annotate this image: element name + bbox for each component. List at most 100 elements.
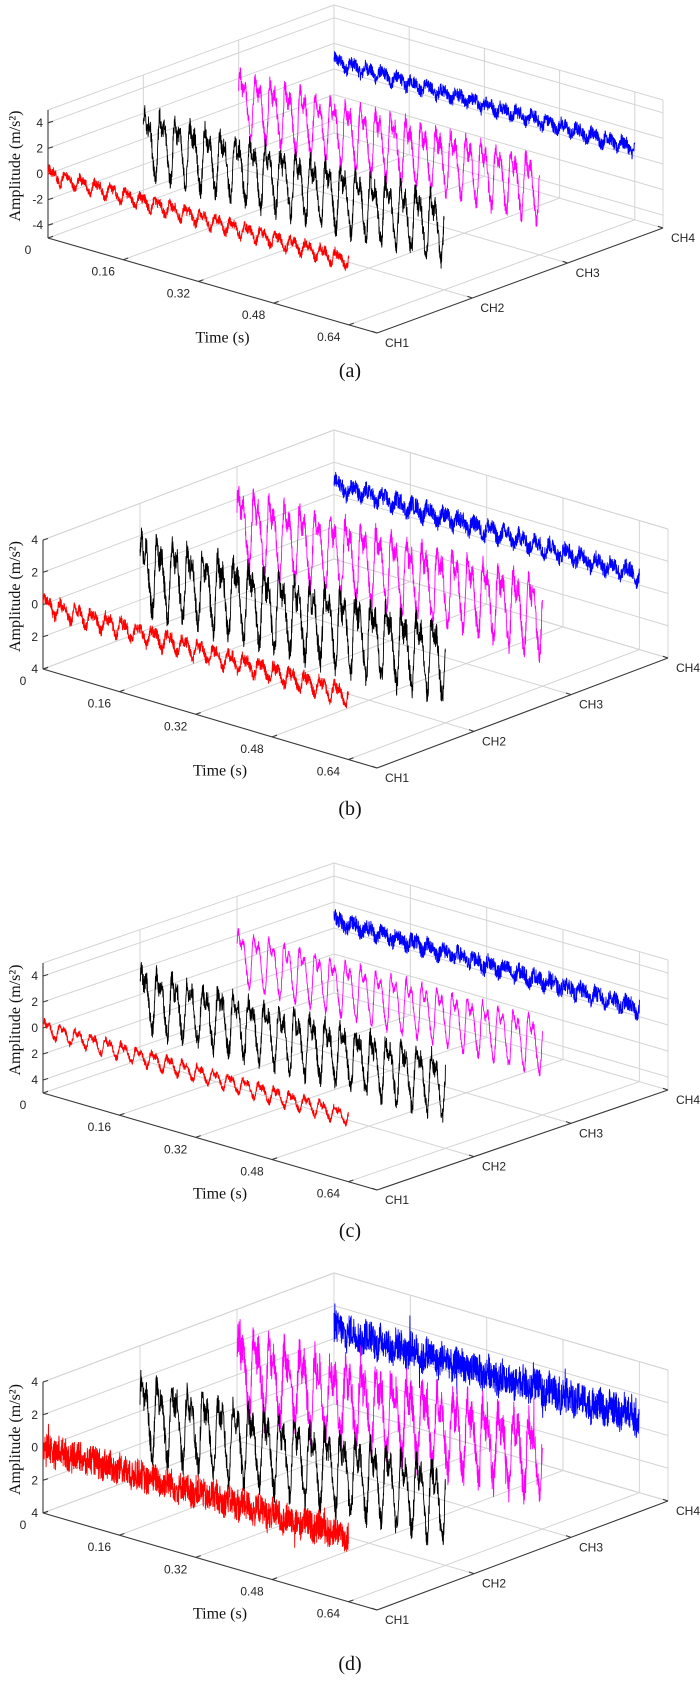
floor-gridline-time bbox=[195, 603, 487, 715]
channel-tick-label: CH1 bbox=[385, 771, 409, 785]
channel-tick-mark bbox=[662, 1087, 669, 1091]
amplitude-tick-mark bbox=[42, 537, 49, 541]
sidewall-gridline-amplitude bbox=[42, 979, 335, 1081]
amplitude-tick-label: 4 bbox=[36, 116, 43, 130]
channel-axis bbox=[376, 657, 669, 769]
time-tick-label: 0.16 bbox=[88, 1540, 112, 1554]
time-tick-mark bbox=[123, 257, 129, 261]
backwall-gridline-amplitude bbox=[333, 875, 669, 974]
channel-tick-label: CH1 bbox=[385, 336, 409, 350]
channel-tick-mark bbox=[562, 260, 568, 264]
time-tick-label: 0.64 bbox=[317, 1187, 341, 1201]
amplitude-tick-mark bbox=[47, 223, 54, 226]
amplitude-tick-label: -2 bbox=[32, 193, 43, 207]
trace-ch4 bbox=[333, 909, 640, 1021]
amplitude-tick-mark bbox=[42, 1379, 49, 1383]
amplitude-axis-title: Amplitude (m/s²) bbox=[7, 1384, 24, 1495]
channel-tick-mark bbox=[662, 1498, 669, 1502]
floor-gridline-time bbox=[123, 154, 410, 261]
time-tick-label: 0 bbox=[20, 674, 27, 688]
amplitude-tick-label: 0 bbox=[31, 598, 38, 612]
time-tick-label: 0.48 bbox=[240, 742, 264, 756]
time-tick-mark bbox=[42, 1510, 49, 1514]
sidewall-gridline-amplitude bbox=[42, 526, 335, 638]
amplitude-tick-mark bbox=[42, 1412, 49, 1416]
time-axis-title: Time (s) bbox=[193, 1606, 247, 1623]
top-edge-right bbox=[333, 1272, 669, 1371]
channel-axis bbox=[376, 1500, 669, 1611]
panel-a: -4 -2 0 2 4 0 0.16 0.32 0.48 0.64 CH1 CH2 CH3 CH4 Time… bbox=[7, 4, 695, 382]
amplitude-tick-label: 2 bbox=[31, 995, 38, 1009]
sidewall-gridline-amplitude bbox=[47, 42, 335, 149]
channel-tick-label: CH3 bbox=[579, 1126, 603, 1140]
trace-ch1 bbox=[42, 1017, 349, 1127]
amplitude-tick-label: 2 bbox=[36, 141, 43, 155]
backwall-gridline-amplitude bbox=[333, 494, 669, 594]
channel-tick-mark bbox=[467, 295, 473, 299]
sidewall-gridline-amplitude bbox=[42, 927, 335, 1029]
channel-tick-label: CH4 bbox=[676, 661, 700, 675]
time-tick-label: 0.64 bbox=[317, 330, 341, 344]
amplitude-tick-label: 0 bbox=[31, 1021, 38, 1035]
floor-gridline-time bbox=[271, 626, 564, 738]
floor-gridline-time bbox=[119, 1425, 411, 1536]
time-tick-label: 0.48 bbox=[242, 308, 266, 322]
amplitude-tick-label: 4 bbox=[31, 969, 38, 983]
trace-ch4 bbox=[333, 471, 640, 589]
amplitude-axis-title: Amplitude (m/s²) bbox=[7, 110, 24, 221]
trace-ch2 bbox=[139, 527, 446, 702]
floor-gridline-time bbox=[198, 175, 485, 282]
time-tick-mark bbox=[271, 1577, 278, 1581]
floor-gridline-channel bbox=[333, 992, 669, 1091]
time-tick-label: 0.48 bbox=[240, 1585, 264, 1599]
channel-tick-mark bbox=[468, 729, 475, 732]
sidewall-gridline-amplitude bbox=[42, 1338, 335, 1448]
channel-tick-mark bbox=[565, 692, 572, 696]
sidewall-gridline-amplitude bbox=[42, 1305, 335, 1416]
time-tick-label: 0.32 bbox=[167, 286, 191, 300]
channel-tick-label: CH2 bbox=[482, 734, 506, 748]
amplitude-tick-label: 4 bbox=[31, 533, 38, 547]
sidewall-gridline-amplitude bbox=[47, 119, 335, 226]
floor-gridline-time bbox=[273, 197, 560, 304]
panel-caption: (a) bbox=[339, 360, 361, 382]
amplitude-tick-mark bbox=[47, 120, 54, 124]
amplitude-tick-mark bbox=[47, 146, 54, 149]
amplitude-tick-label: -4 bbox=[32, 218, 43, 232]
channel-tick-mark bbox=[565, 1121, 572, 1124]
time-tick-label: 0.16 bbox=[88, 697, 112, 711]
trace-ch2 bbox=[142, 105, 445, 269]
floor-gridline-time bbox=[348, 649, 640, 760]
floor-gridline-time bbox=[271, 1470, 564, 1580]
channel-tick-label: CH1 bbox=[385, 1613, 409, 1627]
amplitude-tick-mark bbox=[42, 973, 49, 977]
time-tick-label: 0 bbox=[25, 243, 32, 257]
sidewall-gridline-amplitude bbox=[47, 68, 335, 175]
sidewall-gridline-amplitude bbox=[42, 953, 335, 1055]
amplitude-tick-label: 2 bbox=[31, 1047, 38, 1061]
time-tick-label: 0.64 bbox=[317, 1607, 341, 1621]
time-tick-label: 0.16 bbox=[92, 265, 116, 279]
channel-tick-label: CH4 bbox=[676, 1093, 700, 1107]
top-edge-left bbox=[47, 4, 335, 111]
sidewall-gridline-amplitude bbox=[42, 875, 335, 977]
channel-tick-label: CH4 bbox=[676, 1504, 700, 1518]
time-axis-title: Time (s) bbox=[193, 1186, 247, 1203]
time-axis bbox=[42, 1512, 378, 1611]
time-tick-label: 0.16 bbox=[88, 1120, 112, 1134]
amplitude-axis-title: Amplitude (m/s²) bbox=[7, 541, 24, 652]
time-tick-mark bbox=[42, 1090, 49, 1094]
amplitude-tick-mark bbox=[42, 570, 49, 573]
backwall-gridline-amplitude bbox=[333, 979, 669, 1078]
sidewall-gridline-amplitude bbox=[42, 558, 335, 670]
trace-ch1 bbox=[47, 164, 350, 271]
sidewall-gridline-amplitude bbox=[47, 17, 335, 124]
backwall-gridline-amplitude bbox=[333, 901, 669, 1000]
channel-tick-label: CH2 bbox=[482, 1160, 506, 1174]
time-tick-mark bbox=[198, 279, 204, 282]
time-tick-mark bbox=[119, 1532, 125, 1536]
trace-ch1 bbox=[42, 593, 349, 709]
time-tick-mark bbox=[195, 712, 201, 715]
